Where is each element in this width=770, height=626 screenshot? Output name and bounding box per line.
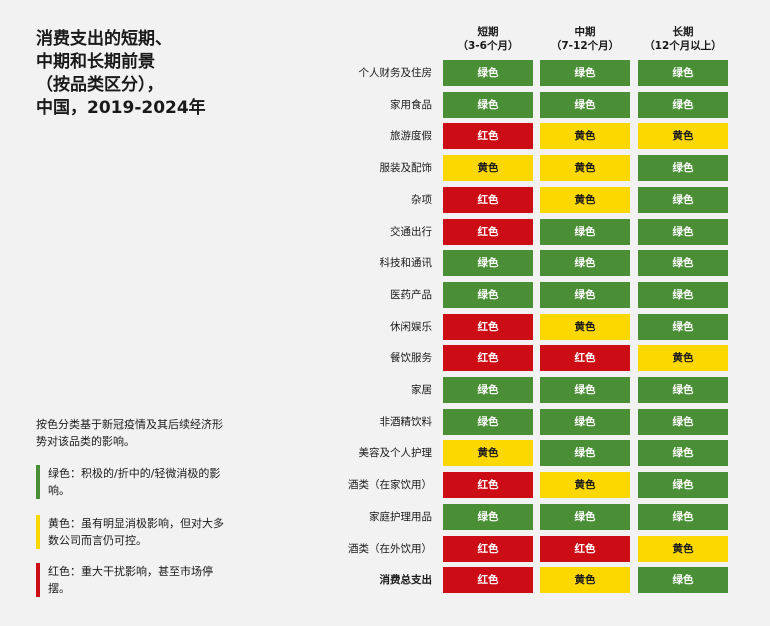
legend-yellow-text: 黄色：虽有明显消极影响，但对大多数公司而言仍可控。 [48,517,224,547]
row-label: 家用食品 [390,98,432,111]
rating-cell: 红色 [443,186,533,213]
legend-green: 绿色：积极的/折中的/轻微消极的影响。 [36,465,226,499]
rating-cell: 黄色 [638,345,728,372]
rating-cell: 黄色 [540,123,630,150]
rating-cell: 绿色 [638,186,728,213]
legend-yellow-swatch [36,515,40,549]
rating-cell: 绿色 [540,408,630,435]
legend-green-swatch [36,465,40,499]
rating-cell: 绿色 [540,91,630,118]
column-header-period: （3-6个月） [457,40,519,52]
rating-cell: 红色 [443,123,533,150]
rating-cell: 绿色 [638,60,728,86]
rating-cell: 绿色 [443,250,533,277]
legend-red-text: 红色：重大干扰影响，甚至市场停摆。 [48,565,213,595]
rating-cell: 黄色 [540,472,630,499]
rating-cell: 绿色 [638,503,728,530]
rating-cell: 绿色 [540,250,630,277]
row-label: 科技和通讯 [379,257,433,270]
column-header-period: （7-12个月） [550,40,620,52]
row-label: 美容及个人护理 [358,447,433,460]
rating-cell: 绿色 [638,567,728,594]
row-label: 酒类（在家饮用） [348,479,432,492]
rating-cell: 红色 [443,313,533,340]
title-line: （按品类区分）， [36,75,164,95]
rating-cell: 绿色 [638,91,728,118]
rating-cell: 绿色 [638,155,728,182]
row-label: 酒类（在外饮用） [348,542,432,555]
rating-cell: 黄色 [638,123,728,150]
rating-cell: 绿色 [540,440,630,467]
column-header: 短期 （3-6个月） [443,25,533,57]
row-label: 家居 [411,384,432,396]
title-line: 消费支出的短期、 [36,29,172,49]
legend-green-text: 绿色：积极的/折中的/轻微消极的影响。 [48,467,221,497]
column-header-period: （12个月以上） [644,40,722,52]
rating-cell: 黄色 [443,440,533,467]
rating-cell: 黄色 [540,155,630,182]
rating-cell: 红色 [443,472,533,499]
row-label: 交通出行 [390,225,432,238]
row-label: 餐饮服务 [390,352,432,365]
chart-title: 消费支出的短期、 中期和长期前景 （按品类区分）， 中国，2019-2024年 [36,28,236,120]
rating-cell: 绿色 [540,60,630,86]
rating-cell: 绿色 [638,218,728,245]
rating-cell: 绿色 [638,281,728,308]
rating-cell: 绿色 [540,218,630,245]
rating-cell: 绿色 [540,281,630,308]
row-label: 休闲娱乐 [390,320,432,333]
rating-cell: 红色 [443,535,533,562]
rating-cell: 绿色 [638,408,728,435]
row-label: 旅游度假 [390,130,432,143]
row-label: 医药产品 [390,288,432,301]
rating-cell: 黄色 [540,567,630,594]
rating-cell: 红色 [443,345,533,372]
rating-cell: 绿色 [540,503,630,530]
row-label: 杂项 [411,193,432,206]
title-line: 中期和长期前景 [36,52,155,72]
rating-cell: 绿色 [638,377,728,403]
rating-cell: 绿色 [638,250,728,277]
rating-cell: 红色 [443,218,533,245]
rating-cell: 绿色 [443,91,533,118]
title-line: 中国，2019-2024年 [36,98,206,118]
rating-cell: 红色 [540,535,630,562]
rating-cell: 红色 [443,567,533,594]
method-note: 按色分类基于新冠疫情及其后续经济形势对该品类的影响。 [36,418,223,448]
column-header-name: 短期 [477,26,499,38]
legend-yellow: 黄色：虽有明显消极影响，但对大多数公司而言仍可控。 [36,515,226,549]
rating-cell: 绿色 [638,440,728,467]
rating-cell: 绿色 [540,377,630,403]
rating-cell: 绿色 [443,281,533,308]
row-label: 服装及配饰 [379,162,433,175]
rating-cell: 黄色 [540,313,630,340]
row-label: 家庭护理用品 [369,510,432,523]
rating-cell: 绿色 [443,503,533,530]
column-header: 中期 （7-12个月） [540,25,630,57]
rating-cell: 绿色 [443,408,533,435]
rating-cell: 红色 [540,345,630,372]
column-header-name: 长期 [672,26,694,38]
column-header: 长期 （12个月以上） [638,25,728,57]
rating-cell: 绿色 [443,60,533,86]
rating-cell: 黄色 [638,535,728,562]
row-label: 非酒精饮料 [379,415,433,428]
rating-cell: 绿色 [638,472,728,499]
row-label: 个人财务及住房 [358,67,433,79]
rating-cell: 黄色 [443,155,533,182]
rating-cell: 绿色 [638,313,728,340]
legend-red: 红色：重大干扰影响，甚至市场停摆。 [36,563,226,597]
column-header-name: 中期 [574,26,596,38]
legend-red-swatch [36,563,40,597]
rating-cell: 绿色 [443,377,533,403]
rating-cell: 黄色 [540,186,630,213]
row-label: 消费总支出 [379,574,433,587]
